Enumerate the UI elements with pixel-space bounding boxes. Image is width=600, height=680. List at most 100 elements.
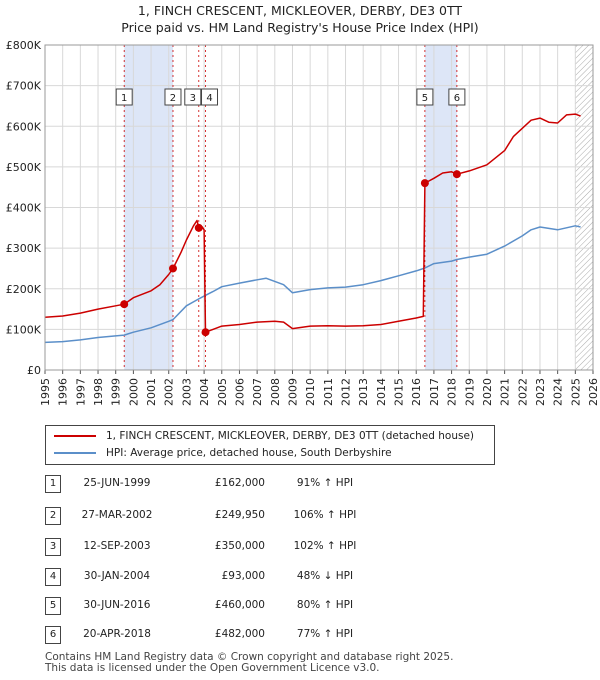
transaction-price: £249,950: [214, 509, 265, 521]
sale-point: [420, 179, 429, 188]
x-tick-label: 2006: [233, 378, 246, 406]
transaction-hpi: 77% ↑ HPI: [296, 628, 354, 640]
sale-label-box: [448, 88, 466, 106]
x-tick-label: 2017: [428, 378, 441, 406]
sale-label-box: [201, 88, 219, 106]
x-tick-label: 2021: [499, 378, 512, 406]
x-tick-label: 2018: [446, 378, 459, 406]
x-tick-label: 2026: [587, 378, 600, 406]
x-tick-label: 2015: [393, 378, 406, 406]
x-tick-label: 2014: [375, 378, 388, 406]
x-tick-label: 2016: [410, 378, 423, 406]
table-row: 4 30-JAN-2004 £93,000 48% ↓ HPI: [0, 568, 600, 588]
chart-title: 1, FINCH CRESCENT, MICKLEOVER, DERBY, DE…: [137, 3, 463, 18]
transaction-number: 6: [45, 626, 61, 644]
y-tick-label: £100K: [6, 323, 42, 336]
x-tick-label: 2005: [216, 378, 229, 406]
transaction-date: 12-SEP-2003: [83, 540, 151, 552]
x-tick-label: 2002: [163, 378, 176, 406]
table-row: 5 30-JUN-2016 £460,000 80% ↑ HPI: [0, 597, 600, 617]
table-row: 6 20-APR-2018 £482,000 77% ↑ HPI: [0, 626, 600, 646]
sale-label-box: [115, 88, 133, 106]
y-tick-label: £0: [27, 364, 41, 377]
x-tick-label: 2025: [569, 378, 582, 406]
sale-point: [168, 264, 177, 273]
transaction-hpi: 91% ↑ HPI: [296, 477, 354, 489]
x-tick-label: 2003: [180, 378, 193, 406]
transaction-date: 20-APR-2018: [83, 628, 151, 640]
footer-note: Contains HM Land Registry data © Crown c…: [45, 652, 453, 674]
x-tick-label: 2004: [198, 378, 211, 406]
legend: 1, FINCH CRESCENT, MICKLEOVER, DERBY, DE…: [45, 425, 495, 465]
y-tick-label: £300K: [6, 242, 42, 255]
x-tick-label: 2011: [322, 378, 335, 406]
x-tick-label: 2024: [552, 378, 565, 406]
transaction-hpi: 80% ↑ HPI: [296, 599, 354, 611]
transaction-price: £350,000: [214, 540, 265, 552]
transaction-number: 1: [45, 475, 61, 493]
y-tick-label: £500K: [6, 161, 42, 174]
x-tick-label: 2008: [269, 378, 282, 406]
sale-label-box: [416, 88, 434, 106]
y-tick-label: £600K: [6, 120, 42, 133]
x-tick-label: 2013: [357, 378, 370, 406]
legend-swatch-price: [54, 435, 96, 437]
x-tick-label: 1995: [39, 378, 52, 406]
legend-swatch-hpi: [54, 452, 96, 454]
table-row: 2 27-MAR-2002 £249,950 106% ↑ HPI: [0, 507, 600, 527]
sale-point: [201, 328, 210, 337]
x-tick-label: 2010: [304, 378, 317, 406]
transaction-price: £162,000: [214, 477, 265, 489]
transaction-hpi: 48% ↓ HPI: [296, 570, 354, 582]
sale-label-number: 4: [206, 93, 212, 104]
price-line: [45, 113, 581, 333]
price-chart: £0 £100K £200K £300K £400K £500K £600K £700K £80…: [6, 39, 600, 406]
legend-item-hpi: HPI: Average price, detached house, Sout…: [54, 447, 392, 459]
sale-label-number: 3: [190, 93, 196, 104]
transaction-number: 5: [45, 597, 61, 615]
transaction-number: 4: [45, 568, 61, 586]
y-tick-label: £200K: [6, 283, 42, 296]
y-tick-label: £700K: [6, 80, 42, 93]
sale-label-box: [184, 88, 202, 106]
transaction-date: 27-MAR-2002: [81, 509, 153, 521]
legend-item-price: 1, FINCH CRESCENT, MICKLEOVER, DERBY, DE…: [54, 430, 474, 442]
transaction-hpi: 106% ↑ HPI: [293, 509, 357, 521]
x-tick-label: 2023: [534, 378, 547, 406]
table-row: 3 12-SEP-2003 £350,000 102% ↑ HPI: [0, 538, 600, 558]
sale-label-number: 2: [170, 93, 176, 104]
sale-point: [120, 300, 129, 309]
sale-label-number: 1: [121, 93, 127, 104]
x-tick-label: 1997: [74, 378, 87, 406]
sale-point: [194, 223, 203, 232]
transaction-price: £460,000: [214, 599, 265, 611]
x-tick-label: 2012: [340, 378, 353, 406]
table-row: 1 25-JUN-1999 £162,000 91% ↑ HPI: [0, 475, 600, 495]
x-tick-label: 2009: [286, 378, 299, 406]
transaction-price: £482,000: [214, 628, 265, 640]
transaction-price: £93,000: [221, 570, 265, 582]
legend-label-price: 1, FINCH CRESCENT, MICKLEOVER, DERBY, DE…: [106, 430, 475, 442]
x-tick-label: 1999: [110, 378, 123, 406]
transaction-date: 30-JAN-2004: [83, 570, 151, 582]
x-tick-label: 2000: [127, 378, 140, 406]
transaction-date: 30-JUN-2016: [83, 599, 151, 611]
footer-copyright: Contains HM Land Registry data © Crown c…: [45, 651, 454, 663]
x-tick-label: 2007: [251, 378, 264, 406]
footer-licence: This data is licensed under the Open Gov…: [45, 662, 380, 674]
x-tick-label: 1996: [57, 378, 70, 406]
sale-label-number: 6: [454, 93, 460, 104]
x-tick-label: 2020: [481, 378, 494, 406]
x-tick-label: 2019: [463, 378, 476, 406]
x-tick-label: 2022: [516, 378, 529, 406]
y-tick-label: £800K: [6, 39, 42, 52]
hpi-line: [45, 225, 581, 344]
x-tick-label: 2001: [145, 378, 158, 406]
x-tick-label: 1998: [92, 378, 105, 406]
transaction-hpi: 102% ↑ HPI: [293, 540, 357, 552]
legend-label-hpi: HPI: Average price, detached house, Sout…: [106, 447, 392, 459]
chart-subtitle: Price paid vs. HM Land Registry's House …: [121, 20, 479, 35]
transaction-number: 3: [45, 538, 61, 556]
sale-point: [452, 170, 461, 179]
sale-label-number: 5: [422, 93, 428, 104]
